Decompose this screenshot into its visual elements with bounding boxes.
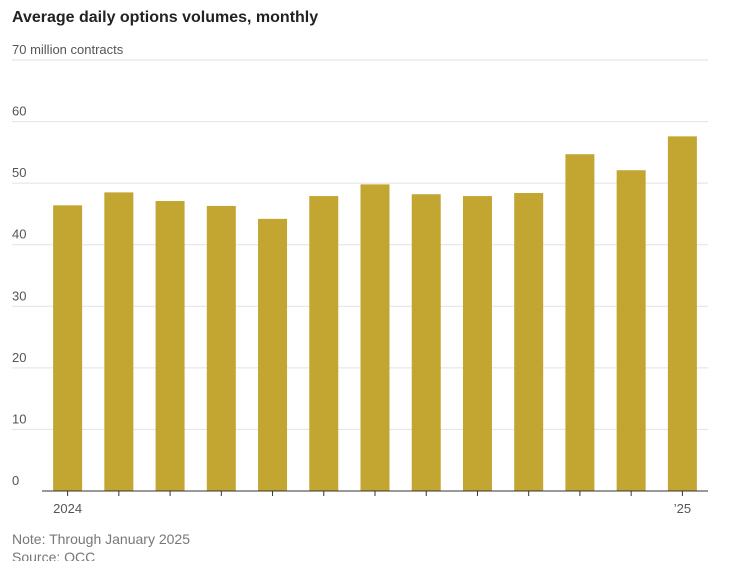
bar — [206, 205, 236, 491]
chart-title: Average daily options volumes, monthly — [12, 9, 318, 26]
bar — [514, 192, 544, 491]
y-tick-label: 20 — [12, 350, 26, 365]
y-tick-label: 10 — [12, 411, 26, 426]
y-tick-label: 60 — [12, 104, 26, 119]
bar — [155, 200, 185, 491]
y-tick-label: 0 — [12, 473, 19, 488]
note: Note: Through January 2025 — [12, 531, 190, 547]
bar — [360, 184, 390, 492]
x-tick-label: 2024 — [53, 501, 82, 516]
bar — [411, 194, 441, 491]
bar — [462, 196, 492, 491]
bar — [616, 170, 646, 491]
x-tick-label: ’25 — [674, 501, 691, 516]
bar — [667, 136, 697, 491]
y-tick-label: 30 — [12, 288, 26, 303]
bar — [309, 196, 339, 491]
source: Source: OCC — [12, 549, 95, 561]
bar — [53, 205, 83, 491]
bar — [565, 154, 595, 491]
y-tick-label: 70 million contracts — [12, 42, 124, 57]
bar — [104, 192, 134, 491]
y-tick-label: 40 — [12, 227, 26, 242]
bar — [258, 218, 288, 491]
y-tick-label: 50 — [12, 165, 26, 180]
